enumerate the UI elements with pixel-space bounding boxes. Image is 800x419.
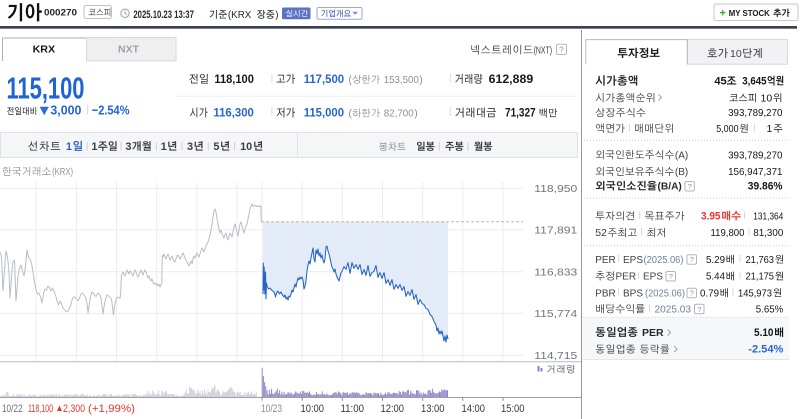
svg-text:3.95: 3.95 <box>701 211 721 223</box>
svg-text:10: 10 <box>240 141 252 153</box>
svg-text:71,327: 71,327 <box>505 106 536 120</box>
svg-text:(B/A): (B/A) <box>658 182 682 193</box>
svg-text:118,100: 118,100 <box>214 72 254 86</box>
svg-text:EPS: EPS <box>643 272 663 283</box>
svg-text:612,889: 612,889 <box>489 72 534 86</box>
svg-text:3,645: 3,645 <box>742 76 766 88</box>
svg-text:39.86%: 39.86% <box>748 181 783 193</box>
svg-text:(+1,99%): (+1,99%) <box>88 403 135 415</box>
svg-text:11:00: 11:00 <box>341 403 365 415</box>
svg-text:PER: PER <box>595 255 616 266</box>
svg-text:(KRX: (KRX <box>228 10 252 21</box>
svg-text:NXT: NXT <box>118 43 140 55</box>
svg-text:2,300: 2,300 <box>63 403 85 415</box>
svg-text:119,800: 119,800 <box>711 227 745 239</box>
svg-text:153,500: 153,500 <box>384 74 419 86</box>
svg-text:114,715: 114,715 <box>534 351 578 362</box>
svg-text:52: 52 <box>595 227 607 239</box>
svg-text:): ) <box>419 74 423 86</box>
svg-text:BPS: BPS <box>623 288 643 299</box>
svg-text:?: ? <box>688 182 692 191</box>
svg-text:5.10: 5.10 <box>754 327 774 339</box>
svg-text:393,789,270: 393,789,270 <box>728 107 783 119</box>
svg-text:10/23: 10/23 <box>261 403 282 415</box>
svg-text:PER: PER <box>616 272 637 283</box>
svg-text:1: 1 <box>767 123 773 135</box>
svg-text:2025.03: 2025.03 <box>655 303 692 315</box>
svg-text:(A): (A) <box>675 150 688 161</box>
svg-text:?: ? <box>559 45 564 54</box>
svg-text:(NXT): (NXT) <box>534 45 553 56</box>
svg-text:10: 10 <box>730 48 742 60</box>
svg-text:145,973: 145,973 <box>738 287 772 299</box>
svg-text:118,100: 118,100 <box>28 403 53 415</box>
svg-text:(2025.06): (2025.06) <box>644 255 684 266</box>
svg-text:21,175: 21,175 <box>746 271 775 283</box>
svg-text:5.29: 5.29 <box>706 254 725 266</box>
svg-text:5: 5 <box>213 141 219 153</box>
svg-text:115,000: 115,000 <box>304 106 345 120</box>
svg-text:115,774: 115,774 <box>534 309 578 320</box>
svg-text:10: 10 <box>761 92 773 104</box>
svg-text:117,500: 117,500 <box>304 72 345 86</box>
svg-text:): ) <box>414 108 418 120</box>
svg-text:?: ? <box>690 289 694 298</box>
svg-text:3: 3 <box>125 141 131 153</box>
svg-text:5.44: 5.44 <box>706 271 725 283</box>
svg-text:131,364: 131,364 <box>753 211 783 223</box>
svg-text:1: 1 <box>161 141 167 153</box>
svg-text:(: ( <box>348 108 352 120</box>
svg-text:?: ? <box>697 305 701 314</box>
svg-text:1: 1 <box>66 141 72 153</box>
svg-text:000270: 000270 <box>44 7 77 18</box>
svg-text:116,300: 116,300 <box>213 106 254 120</box>
svg-text:+: + <box>720 7 726 19</box>
svg-text:(KRX): (KRX) <box>52 167 73 178</box>
svg-text:(: ( <box>348 74 352 86</box>
svg-text:3,000: 3,000 <box>50 103 81 118</box>
svg-text:15:00: 15:00 <box>501 403 525 415</box>
svg-text:5,000: 5,000 <box>716 123 739 135</box>
svg-text:10:00: 10:00 <box>301 403 325 415</box>
svg-text:−2.54%: −2.54% <box>92 103 130 118</box>
svg-text:117,891: 117,891 <box>534 226 578 237</box>
svg-text:2025.10.23 13:37: 2025.10.23 13:37 <box>133 9 194 21</box>
svg-text:1: 1 <box>91 141 97 153</box>
svg-text:13:00: 13:00 <box>421 403 445 415</box>
svg-text:118,950: 118,950 <box>534 184 578 195</box>
svg-text:-2.54%: -2.54% <box>748 344 783 356</box>
svg-text:5.65%: 5.65% <box>756 303 784 315</box>
svg-text:PER: PER <box>642 327 664 339</box>
svg-text:KRX: KRX <box>33 43 56 55</box>
svg-text:MY STOCK: MY STOCK <box>729 8 770 18</box>
svg-text:116,833: 116,833 <box>534 267 578 278</box>
svg-text:81,300: 81,300 <box>753 227 783 239</box>
svg-text:3: 3 <box>187 141 193 153</box>
svg-text:45: 45 <box>714 76 726 88</box>
svg-text:14:00: 14:00 <box>462 403 486 415</box>
svg-text:0.79: 0.79 <box>700 287 719 299</box>
svg-text:?: ? <box>690 255 694 264</box>
svg-text:82,700: 82,700 <box>384 108 414 120</box>
svg-text:?: ? <box>669 272 673 281</box>
svg-text:PBR: PBR <box>595 288 616 299</box>
svg-text:21,763: 21,763 <box>746 254 775 266</box>
svg-text:): ) <box>275 10 278 21</box>
svg-text:393,789,270: 393,789,270 <box>728 149 783 161</box>
svg-text:156,947,371: 156,947,371 <box>728 166 783 178</box>
svg-text:10/22: 10/22 <box>2 403 23 415</box>
svg-text:12:00: 12:00 <box>381 403 405 415</box>
svg-text:(B): (B) <box>675 167 688 178</box>
svg-text:EPS: EPS <box>623 255 643 266</box>
svg-text:115,100: 115,100 <box>7 71 85 105</box>
svg-text:(2025.06): (2025.06) <box>645 288 685 299</box>
